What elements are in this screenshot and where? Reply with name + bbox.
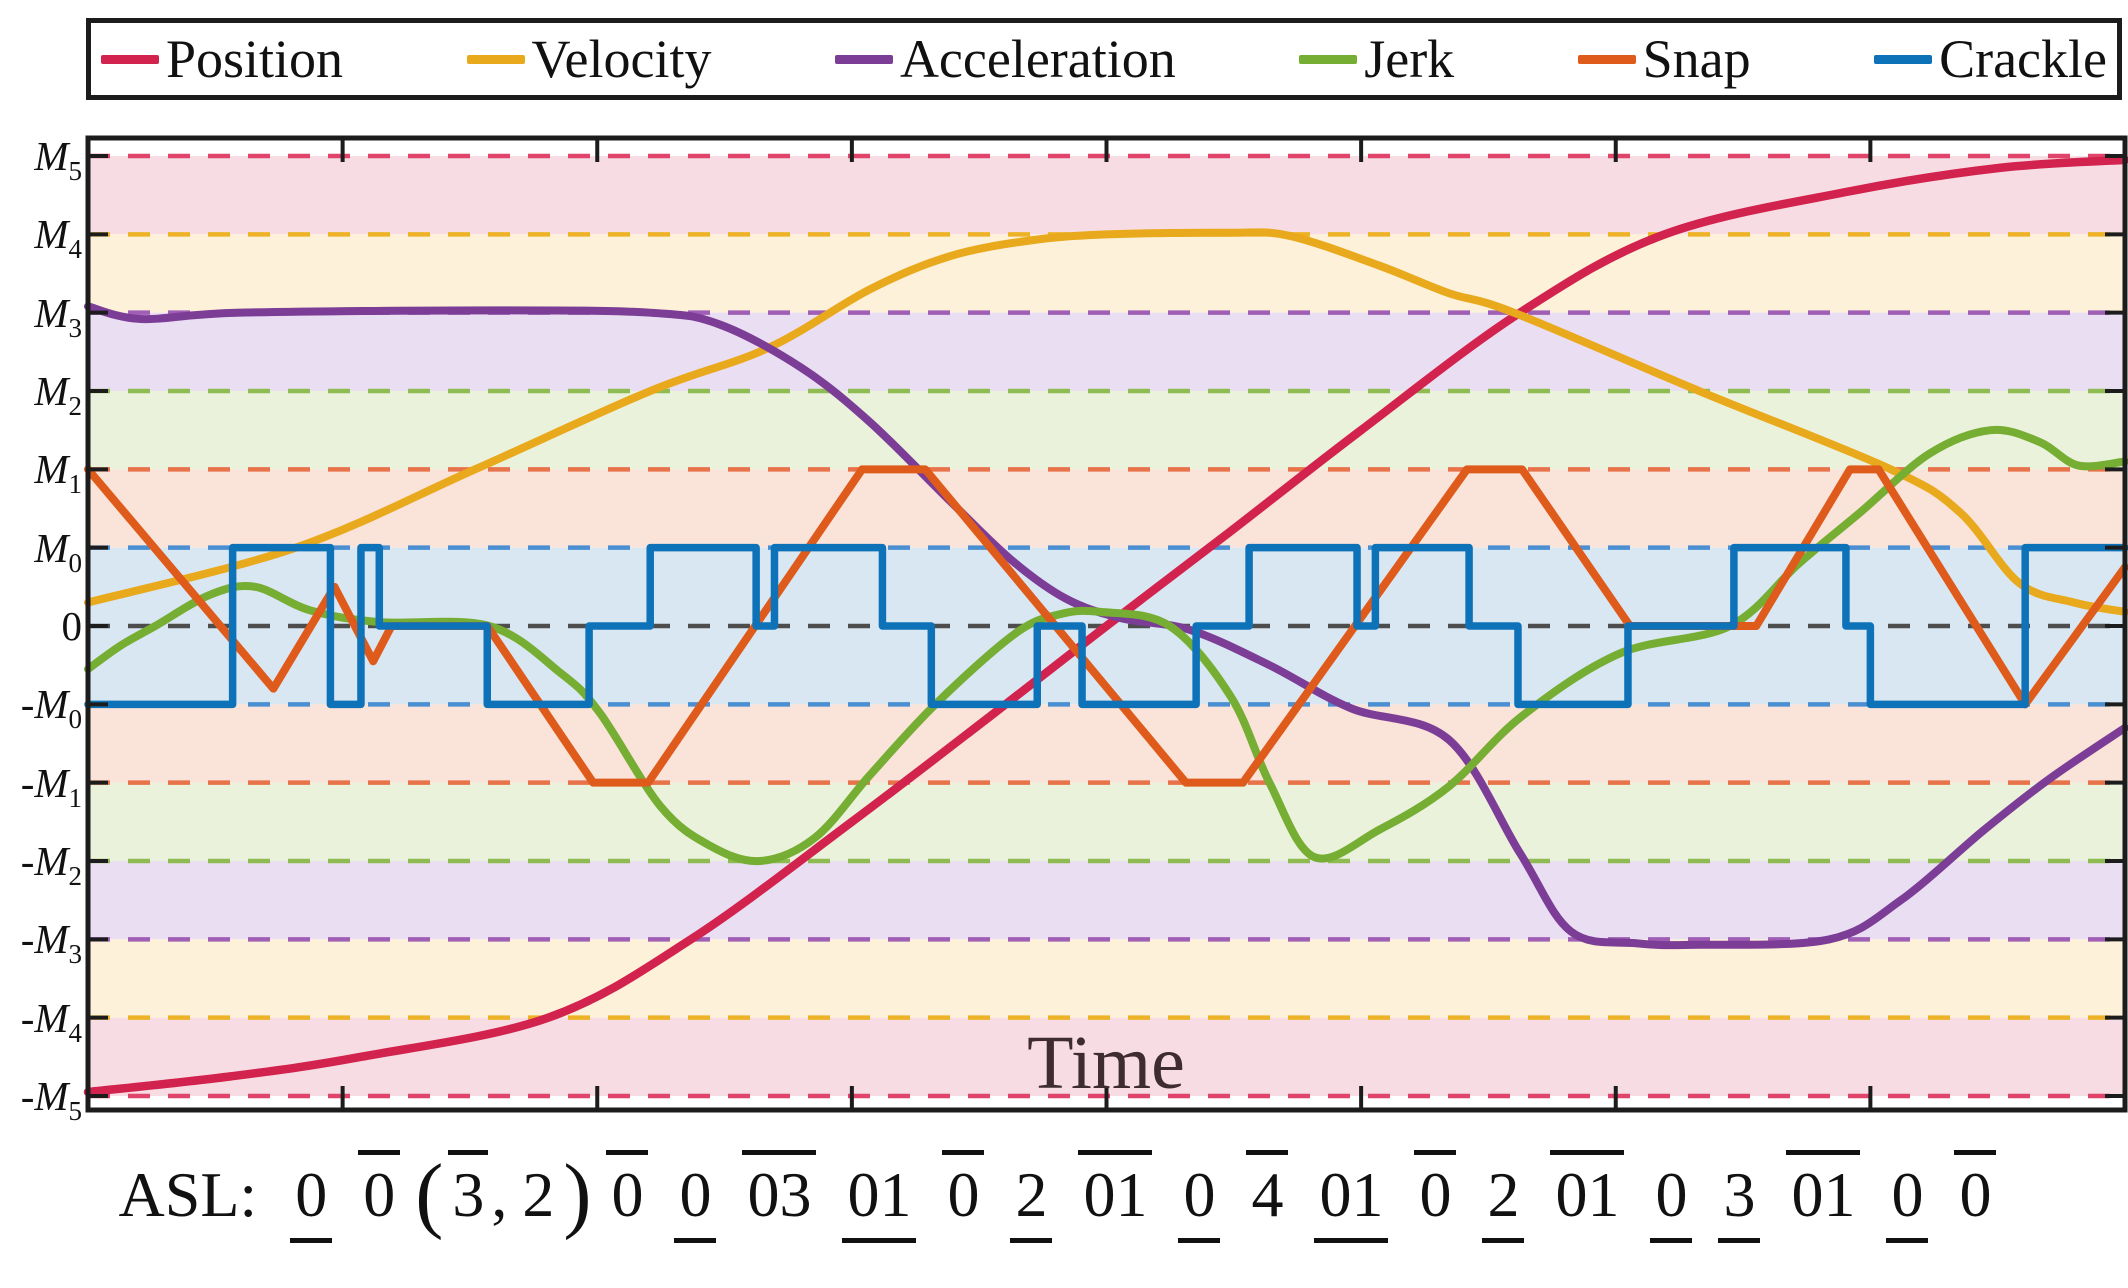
y-tick-label-M5: M5 [34, 133, 82, 187]
level-band [88, 1017, 2125, 1096]
asl-token: 2 [1010, 1155, 1053, 1244]
asl-token: 03 [742, 1150, 817, 1238]
y-tick-label--M3: -M3 [20, 916, 82, 970]
asl-token: 0 [606, 1150, 649, 1238]
legend-label: Crackle [1939, 29, 2107, 89]
legend-line-swatch [1299, 54, 1358, 64]
series-acceleration [84, 302, 2128, 950]
asl-token: 01 [842, 1155, 917, 1244]
asl-token: 0 [1650, 1155, 1693, 1244]
legend-entry-snap: Snap [1577, 29, 1751, 89]
asl-token: 01 [1550, 1150, 1625, 1238]
asl-token: 2 [522, 1159, 555, 1230]
legend-label: Acceleration [899, 29, 1176, 89]
level-band [88, 860, 2125, 940]
legend-line-swatch [466, 54, 525, 64]
asl-token: ) [563, 1148, 592, 1241]
legend: Position Velocity Acceleration Jerk Snap Crac… [86, 18, 2122, 100]
y-tick-label--M2: -M2 [20, 837, 82, 891]
asl-token: , [491, 1159, 508, 1230]
legend-line-swatch [1874, 54, 1933, 64]
level-band [88, 391, 2125, 470]
asl-token: 0 [1178, 1155, 1221, 1244]
level-band [88, 704, 2125, 783]
asl-token: 01 [1078, 1150, 1153, 1238]
y-tick-label--M5: -M5 [20, 1072, 82, 1126]
asl-token: 0 [1886, 1155, 1929, 1244]
asl-token: 2 [1482, 1155, 1525, 1244]
y-tick-label-M3: M3 [34, 289, 82, 343]
asl-token: 0 [942, 1150, 985, 1238]
y-tick-label-M4: M4 [34, 211, 82, 265]
asl-token: 0 [358, 1150, 401, 1238]
series-position [83, 155, 2128, 1097]
level-band [88, 939, 2125, 1018]
series-velocity [84, 228, 2128, 616]
y-tick-label--M1: -M1 [20, 759, 82, 813]
legend-line-swatch [834, 54, 893, 64]
asl-token: 0 [674, 1155, 717, 1244]
asl-token: 0 [290, 1155, 333, 1244]
level-band [88, 234, 2125, 313]
legend-entry-position: Position [101, 32, 343, 86]
asl-token: 0 [1414, 1150, 1457, 1238]
asl-token: 01 [1786, 1150, 1861, 1238]
legend-entry-velocity: Velocity [466, 29, 712, 89]
asl-token: 3 [1718, 1155, 1761, 1244]
asl-token: ( [415, 1148, 444, 1241]
asl-token: 4 [1246, 1150, 1289, 1238]
y-tick-label-0: 0 [61, 603, 83, 649]
legend-label: Velocity [531, 29, 712, 89]
level-band [88, 782, 2125, 861]
legend-label: Snap [1642, 29, 1751, 89]
asl-token-sequence: 0 0(3, 2) 0 0 03 01 0 2 01 0 4 01 0 2 01 0 3 01 0 0 [277, 1150, 2009, 1244]
time-axis-label: Time [1027, 1021, 1185, 1105]
asl-token: 01 [1314, 1155, 1389, 1244]
series-crackle [84, 543, 2128, 709]
legend-label: Jerk [1364, 29, 1455, 89]
asl-token: 3 [448, 1150, 489, 1238]
level-band [88, 156, 2125, 235]
y-tick-label-M0: M0 [34, 524, 82, 578]
y-tick-label-M2: M2 [34, 368, 82, 421]
asl-caption: ASL: 0 0(3, 2) 0 0 03 01 0 2 01 0 4 01 0 2 01 0 3 01 0 0 [0, 1150, 2128, 1244]
plot-border [85, 135, 2128, 1113]
level-band [88, 312, 2125, 392]
legend-entry-crackle: Crackle [1874, 32, 2107, 86]
asl-prefix-label: ASL: [118, 1159, 258, 1230]
legend-line-swatch [101, 54, 159, 64]
y-tick-label--M0: -M0 [20, 681, 82, 735]
y-tick-label--M4: -M4 [20, 994, 82, 1048]
legend-line-swatch [1577, 54, 1636, 64]
y-tick-label-M1: M1 [34, 446, 82, 500]
legend-entry-acceleration: Acceleration [834, 29, 1176, 89]
legend-entry-jerk: Jerk [1299, 32, 1454, 86]
legend-label: Position [166, 29, 344, 89]
level-band [88, 469, 2125, 548]
asl-token: 0 [1954, 1150, 1997, 1238]
